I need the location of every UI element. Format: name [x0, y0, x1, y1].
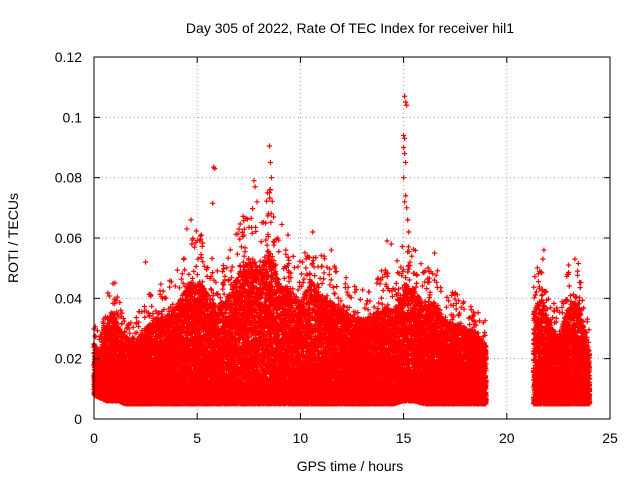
chart-title: Day 305 of 2022, Rate Of TEC Index for r…: [186, 20, 514, 36]
roti-point: [384, 238, 390, 244]
roti-point: [210, 200, 216, 206]
roti-point: [403, 159, 409, 166]
roti-point: [402, 199, 408, 205]
roti-point: [401, 175, 407, 181]
roti-point: [388, 241, 394, 247]
roti-point: [268, 175, 275, 181]
roti-point: [402, 93, 408, 99]
roti-point: [143, 259, 149, 265]
y-tick-label: 0.12: [55, 49, 82, 65]
roti-point: [285, 232, 291, 238]
y-tick-labels: 0 0.02 0.04 0.06 0.08 0.1 0.12: [55, 49, 82, 427]
roti-point: [188, 217, 194, 223]
roti-point: [328, 247, 334, 253]
roti-point: [212, 166, 218, 172]
roti-point: [403, 99, 409, 105]
x-tick-label: 15: [396, 430, 412, 446]
roti-point: [572, 256, 578, 262]
roti-point: [403, 193, 409, 199]
roti-point: [401, 144, 407, 151]
roti-point: [198, 232, 204, 238]
roti-point: [266, 190, 273, 196]
roti-point: [404, 102, 410, 108]
x-tick-label: 5: [193, 430, 201, 446]
x-tick-label: 20: [499, 430, 515, 446]
roti-point: [251, 178, 257, 184]
x-tick-label: 10: [293, 430, 309, 446]
roti-point: [402, 135, 408, 142]
roti-point: [566, 262, 572, 268]
roti-point: [184, 226, 190, 232]
roti-point: [266, 143, 273, 149]
roti-point: [401, 132, 407, 139]
x-axis-label: GPS time / hours: [297, 458, 404, 474]
roti-point: [540, 256, 546, 262]
y-tick-label: 0: [74, 411, 82, 427]
y-axis-label: ROTI / TECUs: [5, 193, 21, 283]
roti-point-cloud: [91, 187, 593, 407]
roti-point: [541, 247, 547, 253]
y-tick-label: 0.02: [55, 351, 82, 367]
x-tick-labels: 0 5 10 15 20 25: [90, 430, 618, 446]
y-tick-label: 0.06: [55, 230, 82, 246]
roti-point: [265, 211, 272, 217]
roti-point: [252, 184, 258, 190]
data-points: [91, 93, 593, 407]
roti-point: [431, 250, 438, 256]
roti-point: [267, 159, 274, 166]
y-tick-label: 0.08: [55, 170, 82, 186]
roti-point: [404, 205, 410, 211]
roti-point: [279, 221, 285, 228]
roti-point: [310, 229, 316, 235]
roti-point: [406, 229, 412, 235]
x-tick-label: 25: [602, 430, 618, 446]
x-tick-label: 0: [90, 430, 98, 446]
roti-point: [405, 217, 411, 223]
axis-ticks: [93, 56, 611, 420]
y-tick-label: 0.04: [55, 290, 82, 306]
roti-point: [402, 150, 408, 157]
y-tick-label: 0.1: [63, 109, 83, 125]
roti-point: [254, 199, 260, 205]
